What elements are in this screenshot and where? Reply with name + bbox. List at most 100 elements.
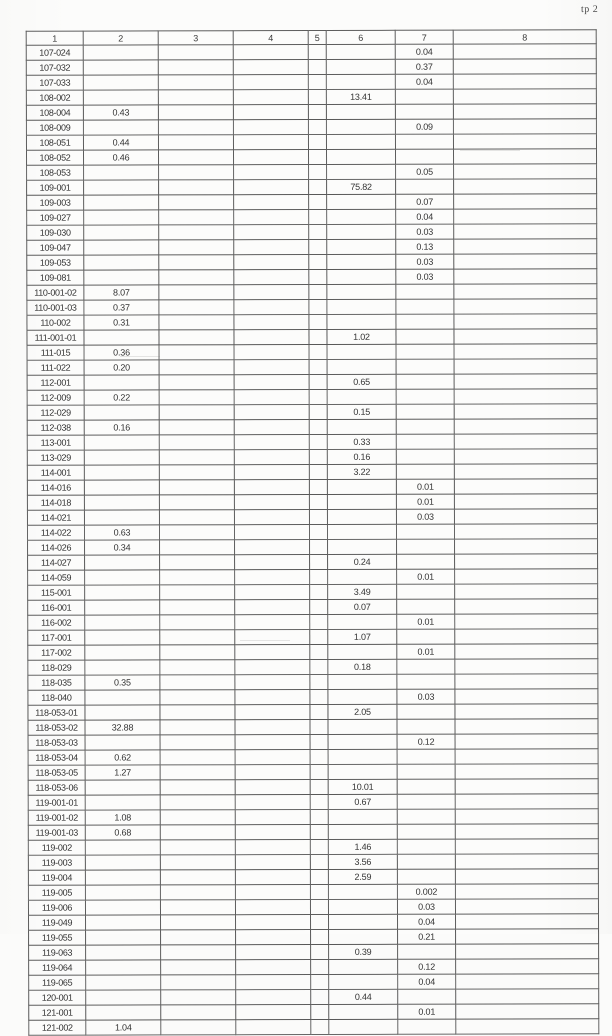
item-code-cell: 109-053 <box>26 255 84 271</box>
value-cell-c3 <box>158 329 235 345</box>
item-code-cell: 121-001 <box>28 1005 86 1021</box>
value-cell-c4 <box>233 314 309 330</box>
value-cell-c2: 1.08 <box>85 809 161 826</box>
value-cell-c2: 0.44 <box>83 134 159 151</box>
value-cell-c6: 1.46 <box>328 839 398 855</box>
value-cell-c4 <box>234 569 310 585</box>
value-cell-c8 <box>454 448 598 465</box>
value-cell-c7: 0.04 <box>397 974 456 990</box>
value-cell-c8 <box>455 943 599 960</box>
value-cell-c2: 32.88 <box>84 719 161 736</box>
value-cell-c7 <box>397 809 456 825</box>
table-row: 114-016 0.01 <box>27 478 598 496</box>
value-cell-c5 <box>308 314 327 330</box>
value-cell-c8 <box>454 493 598 510</box>
item-code-cell: 109-001 <box>26 180 84 196</box>
value-cell-c6 <box>328 899 398 915</box>
table-row: 118-053-01 2.05 <box>27 703 598 721</box>
table-row: 118-053-03 0.12 <box>28 733 599 751</box>
value-cell-c7: 0.03 <box>395 254 454 270</box>
value-cell-c7: 0.12 <box>397 734 456 750</box>
value-cell-c3 <box>160 914 236 930</box>
value-cell-c7: 0.002 <box>397 884 456 900</box>
item-code-cell: 119-049 <box>28 915 86 931</box>
item-code-cell: 119-055 <box>28 930 86 946</box>
value-cell-c6 <box>326 59 396 75</box>
value-cell-c7 <box>396 704 455 720</box>
value-cell-c2 <box>84 479 160 496</box>
item-code-cell: 119-002 <box>28 840 86 856</box>
item-code-cell: 112-009 <box>27 390 85 406</box>
value-cell-c6 <box>327 509 397 525</box>
value-cell-c8 <box>453 253 597 270</box>
value-cell-c4 <box>235 899 311 915</box>
value-cell-c3 <box>159 509 235 525</box>
value-cell-c5 <box>308 149 327 165</box>
value-cell-c4 <box>233 59 309 75</box>
value-cell-c5 <box>310 884 329 900</box>
value-cell-c3 <box>158 179 234 195</box>
value-cell-c7: 0.01 <box>396 644 455 660</box>
value-cell-c5 <box>309 404 328 420</box>
value-cell-c7: 0.07 <box>395 194 454 210</box>
value-cell-c4 <box>234 509 310 525</box>
value-cell-c4 <box>234 554 310 570</box>
value-cell-c3 <box>159 464 235 480</box>
value-cell-c4 <box>234 374 310 390</box>
item-code-cell: 107-032 <box>26 60 84 76</box>
value-cell-c2 <box>83 89 159 106</box>
item-code-cell: 119-064 <box>28 960 86 976</box>
value-cell-c6 <box>326 74 396 90</box>
value-cell-c3 <box>159 434 235 450</box>
value-cell-c4 <box>234 524 310 540</box>
value-cell-c4 <box>235 824 311 840</box>
item-code-cell: 109-003 <box>26 195 84 211</box>
value-cell-c3 <box>158 284 234 300</box>
value-cell-c3 <box>160 884 236 900</box>
value-cell-c2 <box>83 194 159 211</box>
value-cell-c5 <box>309 509 328 525</box>
value-cell-c5 <box>309 644 328 660</box>
value-cell-c5 <box>310 779 329 795</box>
value-cell-c6: 2.05 <box>327 704 397 720</box>
value-cell-c5 <box>309 704 328 720</box>
table-row: 114-018 0.01 <box>27 493 598 511</box>
value-cell-c4 <box>233 179 309 195</box>
value-cell-c4 <box>233 89 309 105</box>
value-cell-c5 <box>308 329 328 345</box>
value-cell-c3 <box>159 614 235 630</box>
value-cell-c6 <box>326 269 396 285</box>
value-cell-c3 <box>159 539 235 555</box>
item-code-cell: 110-001-02 <box>26 285 84 301</box>
value-cell-c8 <box>453 73 597 90</box>
value-cell-c4 <box>235 869 311 885</box>
value-cell-c5 <box>308 74 327 90</box>
value-cell-c3 <box>159 599 235 615</box>
value-cell-c8 <box>453 238 597 255</box>
value-cell-c2: 0.31 <box>83 314 159 331</box>
value-cell-c6 <box>326 224 396 240</box>
value-cell-c2: 0.63 <box>84 524 160 541</box>
value-cell-c4 <box>235 974 311 990</box>
value-cell-c8 <box>454 703 598 720</box>
table-row: 121-001 0.01 <box>28 1003 599 1021</box>
value-cell-c8 <box>455 763 599 780</box>
value-cell-c7 <box>396 344 455 360</box>
value-cell-c7 <box>396 599 455 615</box>
value-cell-c7 <box>396 434 455 450</box>
item-code-cell: 113-001 <box>27 435 85 451</box>
value-cell-c7 <box>397 989 456 1005</box>
value-cell-c8 <box>453 268 597 285</box>
table-row: 108-002 13.41 <box>26 88 597 106</box>
table-row: 114-001 3.22 <box>27 463 598 481</box>
value-cell-c5 <box>309 344 328 360</box>
value-cell-c6 <box>327 569 397 585</box>
table-row: 107-032 0.37 <box>26 58 597 76</box>
value-cell-c2 <box>85 734 161 751</box>
value-cell-c7 <box>397 854 456 870</box>
value-cell-c7: 0.04 <box>395 209 454 225</box>
value-cell-c6 <box>326 299 396 315</box>
value-cell-c8 <box>454 343 598 360</box>
value-cell-c7 <box>397 839 456 855</box>
